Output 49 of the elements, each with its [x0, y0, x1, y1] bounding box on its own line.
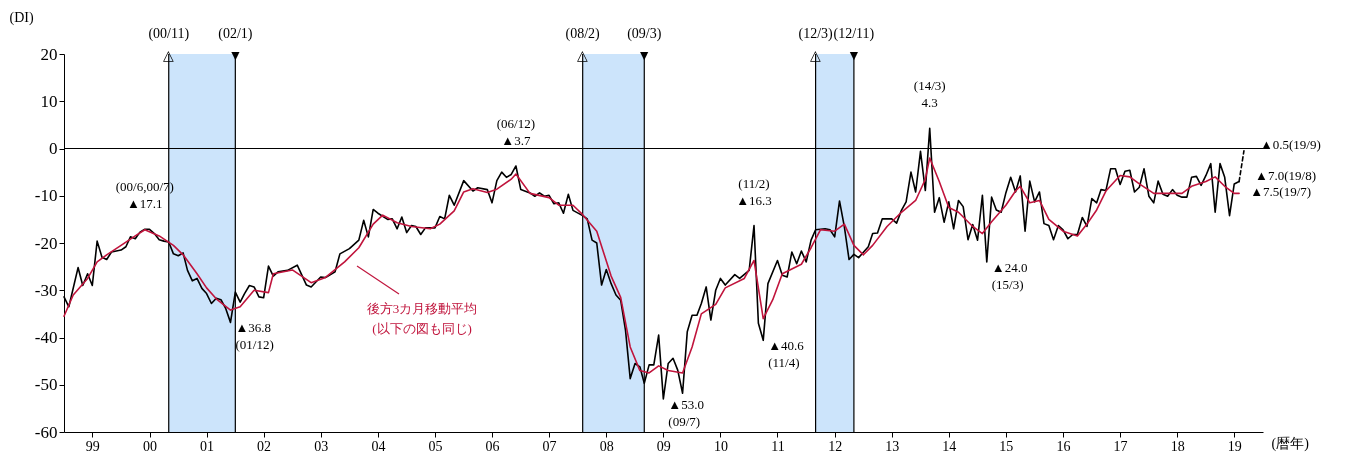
annotation: ▲53.0 (09/7) [668, 396, 704, 429]
annotation: ▲0.5(19/9) [1259, 136, 1321, 152]
x-tick-label: 19 [1227, 438, 1242, 454]
ref-line-label: (02/1) ▼ [218, 26, 253, 63]
x-tick-label: 06 [485, 438, 500, 454]
ref-line-label: (09/3) ▼ [627, 26, 662, 63]
ref-line-label: (08/2) △ [565, 26, 601, 63]
y-tick-label: 0 [49, 139, 58, 158]
annotation: (14/3) 4.3 [913, 78, 946, 111]
y-tick-label: -60 [34, 422, 58, 442]
x-tick-label: 14 [942, 438, 957, 454]
ref-line-label: (12/3) △ [798, 26, 834, 63]
x-tick-label: 12 [828, 438, 843, 454]
x-tick-label: 08 [599, 438, 614, 454]
y-tick-label: -30 [34, 280, 58, 300]
x-tick-label: 15 [999, 438, 1014, 454]
y-tick-label: -10 [34, 186, 58, 206]
annotation: (11/2) ▲16.3 [736, 175, 772, 208]
x-tick-label: 18 [1170, 438, 1185, 454]
x-tick-label: 03 [314, 438, 329, 454]
y-tick-label: 20 [40, 44, 58, 64]
y-axis-title: (DI) [9, 9, 34, 26]
x-tick-label: 16 [1056, 438, 1071, 454]
y-tick-label: 10 [40, 91, 58, 111]
x-tick-label: 02 [257, 438, 272, 454]
x-tick-label: 13 [885, 438, 900, 454]
x-tick-label: 17 [1113, 438, 1128, 454]
annotation: ▲36.8 (01/12) [235, 320, 274, 353]
x-tick-label: 11 [771, 438, 785, 454]
x-tick-label: 07 [542, 438, 557, 454]
y-tick-label: -20 [34, 233, 58, 253]
annotation: 後方3カ月移動平均 (以下の図も同じ) [366, 301, 478, 336]
y-tick-label: -40 [34, 328, 58, 347]
x-tick-label: 05 [428, 438, 443, 454]
y-tick-label: -50 [34, 375, 58, 395]
ref-line-label: (12/11) ▼ [833, 26, 875, 63]
x-tick-label: 01 [200, 438, 215, 454]
x-tick-label: 99 [85, 438, 100, 454]
annotation: ▲7.5(19/7) [1250, 183, 1312, 199]
annotation: ▲40.6 (11/4) [768, 338, 805, 371]
x-tick-label: 09 [656, 438, 671, 454]
x-tick-label: 04 [371, 438, 386, 454]
x-tick-label: 10 [713, 438, 728, 454]
annotation: ▲7.0(19/8) [1255, 167, 1316, 183]
x-tick-label: 00 [143, 438, 158, 454]
annotation: ▲24.0 (15/3) [991, 259, 1028, 292]
annotation: (06/12) ▲3.7 [496, 115, 536, 148]
ref-line-label: (00/11) △ [148, 26, 190, 63]
x-axis-title: (暦年) [1271, 435, 1310, 452]
